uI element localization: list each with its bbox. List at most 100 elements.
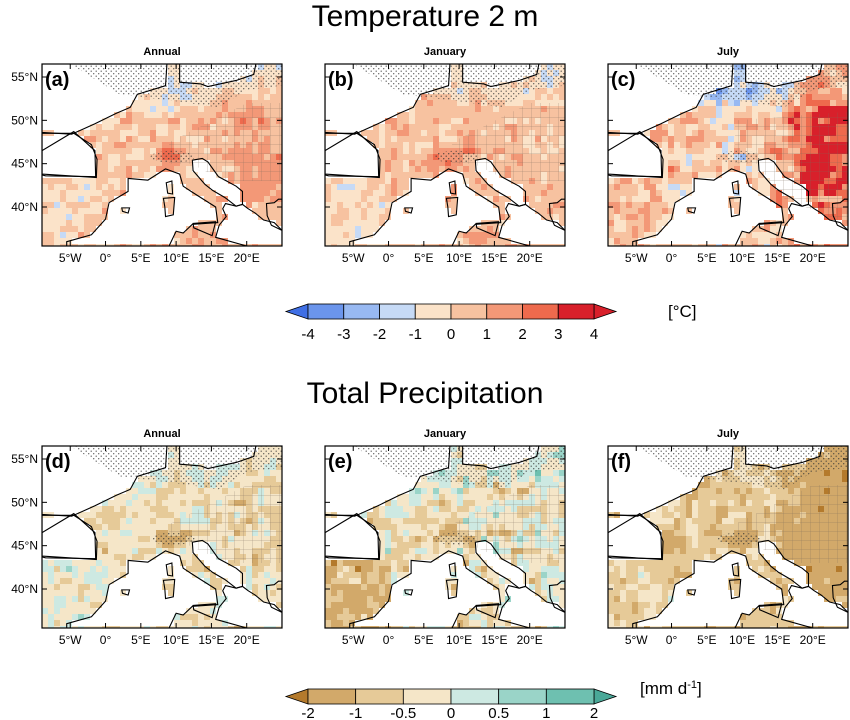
colorbar-label: 1 xyxy=(483,326,491,343)
coastline xyxy=(462,64,540,88)
coastline xyxy=(42,130,97,178)
panel-tag: (f) xyxy=(611,451,631,473)
panel-title: Annual xyxy=(143,46,180,58)
coastline xyxy=(325,514,381,561)
panel-title: Annual xyxy=(143,428,180,440)
stippling-alps xyxy=(433,150,478,163)
island-outline xyxy=(728,196,742,218)
colorbar-box xyxy=(379,303,416,320)
colorbar-label: -2 xyxy=(373,326,386,343)
panel-frame xyxy=(607,63,849,247)
x-tick-label: 15°E xyxy=(198,251,224,265)
coastline xyxy=(462,446,540,470)
island-outline xyxy=(758,221,783,237)
x-tick-label: 5°W xyxy=(59,633,82,647)
coastline xyxy=(42,514,98,561)
panel-frame xyxy=(41,445,283,629)
coastline xyxy=(608,512,663,560)
island-outline xyxy=(165,562,174,577)
panel-tag: (c) xyxy=(611,69,635,91)
stippling-north xyxy=(70,64,282,108)
island-outline xyxy=(728,578,742,600)
colorbar-label: 0 xyxy=(447,326,455,343)
x-tick-label: 10°E xyxy=(163,251,189,265)
colorbar-label: -3 xyxy=(337,326,350,343)
x-tick-label: 20°E xyxy=(800,251,826,265)
colorbar-unit: [°C] xyxy=(668,302,697,321)
coastline xyxy=(608,514,664,561)
island-outline xyxy=(475,221,500,237)
x-tick-label: 10°E xyxy=(729,633,755,647)
island-outline xyxy=(445,578,459,600)
coastline xyxy=(325,512,380,560)
panel-title: July xyxy=(717,428,740,440)
x-tick-label: 20°E xyxy=(517,251,543,265)
coastline xyxy=(179,64,257,88)
island-outline xyxy=(404,589,414,596)
hatching-region xyxy=(735,111,848,225)
colorbar-box xyxy=(307,303,345,320)
map-field xyxy=(325,446,565,628)
colorbar-box xyxy=(545,688,595,705)
x-tick-label: 20°E xyxy=(234,633,260,647)
stippling-north xyxy=(353,64,565,108)
y-tick-label: 55°N xyxy=(11,70,38,84)
coastline xyxy=(325,130,380,178)
island-outline xyxy=(758,603,783,619)
y-tick-label: 50°N xyxy=(11,113,38,127)
temperature-section-title: Temperature 2 m xyxy=(311,0,539,33)
x-tick-label: 0° xyxy=(666,251,678,265)
y-tick-label: 45°N xyxy=(11,157,38,171)
island-outline xyxy=(448,180,457,195)
x-tick-label: 20°E xyxy=(517,633,543,647)
coastline xyxy=(265,580,282,614)
map-panel-f: July (f) 5°W 0° 5°E 10°E 15°E 20°E xyxy=(607,428,849,647)
panel-tag: (a) xyxy=(45,69,69,91)
x-tick-label: 5°E xyxy=(414,633,433,647)
panel-tag: (b) xyxy=(328,69,354,91)
colorbar-unit: [mm d-1] xyxy=(640,679,702,698)
colorbar-label: 0.5 xyxy=(488,705,509,720)
coastline xyxy=(608,64,734,135)
colorbar-label: 1 xyxy=(542,705,550,720)
hatching-region xyxy=(169,485,282,563)
x-tick-label: 5°W xyxy=(342,251,365,265)
stippling-alps xyxy=(716,150,761,163)
panel-frame xyxy=(324,63,566,247)
colorbar-0: -4 -3 -2 -1 0 1 2 3 4 [°C] xyxy=(284,302,697,343)
colorbar-label: 2 xyxy=(590,705,598,720)
stippling-north xyxy=(70,446,282,490)
coastline xyxy=(497,584,565,628)
coastline xyxy=(780,202,848,246)
coastline xyxy=(608,446,734,517)
colorbar-label: -2 xyxy=(301,705,314,720)
x-tick-label: 10°E xyxy=(729,251,755,265)
x-tick-label: 5°E xyxy=(414,251,433,265)
colorbar-label: -4 xyxy=(301,326,314,343)
x-tick-label: 15°E xyxy=(198,633,224,647)
x-tick-label: 15°E xyxy=(481,251,507,265)
colorbar-min-triangle xyxy=(284,303,309,320)
map-field xyxy=(42,446,282,628)
map-field xyxy=(42,64,282,246)
x-tick-label: 0° xyxy=(100,633,112,647)
island-outline xyxy=(404,207,414,214)
x-tick-label: 5°E xyxy=(131,633,150,647)
coastline xyxy=(497,202,565,246)
island-outline xyxy=(165,180,174,195)
colorbar-unit-end: ] xyxy=(697,679,702,698)
panel-tag: (d) xyxy=(45,451,71,473)
map-panel-b: January (b) 5°W 0° 5°E 10°E 15°E 20°E xyxy=(324,46,566,265)
colorbar-label: -1 xyxy=(349,705,362,720)
island-outline xyxy=(475,603,500,619)
precipitation-section-title: Total Precipitation xyxy=(306,377,544,410)
x-tick-label: 20°E xyxy=(800,633,826,647)
colorbar-box xyxy=(343,303,380,320)
x-tick-label: 5°E xyxy=(697,251,716,265)
map-panel-c: July (c) 5°W 0° 5°E 10°E 15°E 20°E xyxy=(607,46,849,265)
x-tick-label: 5°E xyxy=(697,633,716,647)
coastline xyxy=(632,550,785,628)
coastline xyxy=(66,550,219,628)
island-outline xyxy=(162,578,176,600)
coastline xyxy=(179,446,257,470)
